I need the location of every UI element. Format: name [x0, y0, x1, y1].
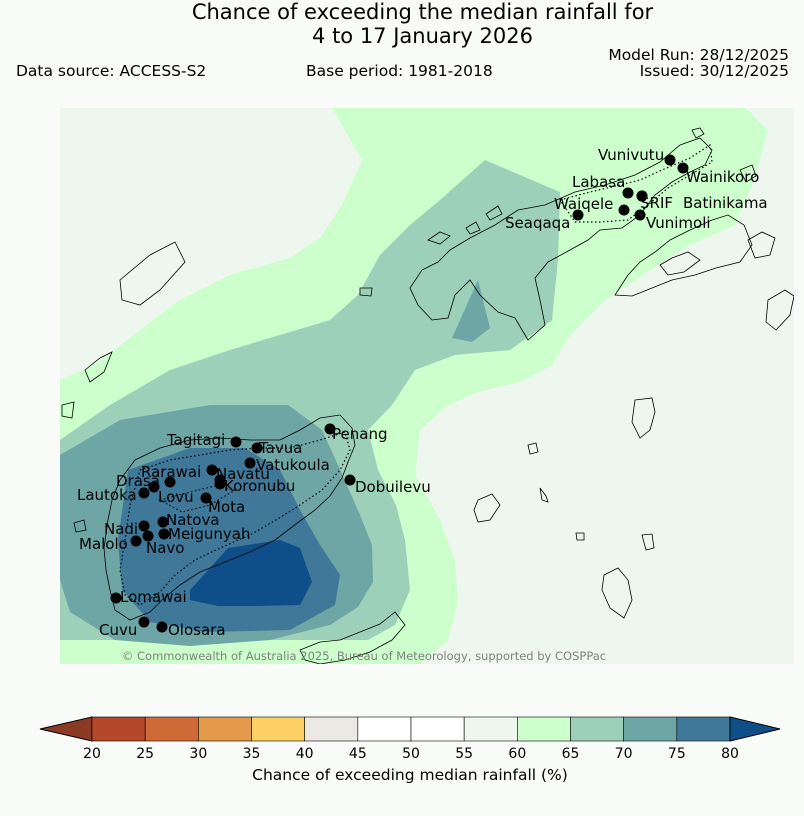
station-marker	[200, 492, 212, 504]
station-marker	[110, 592, 122, 604]
region-over-80	[190, 540, 312, 606]
station-label: Koronubu	[224, 477, 295, 495]
station-marker	[251, 442, 263, 454]
colorbar-under-triangle	[39, 716, 93, 742]
station-markers: Vunivutu Wainikoro Labasa Waiqele SRIF Batini…	[77, 146, 768, 639]
station-marker	[634, 209, 646, 221]
colorbar-tick-label: 35	[243, 746, 261, 762]
station-marker	[164, 476, 176, 488]
station-marker	[618, 204, 630, 216]
station-label: Lomawai	[120, 588, 187, 606]
station-label: Nadi	[104, 520, 138, 538]
station-label: Wainikoro	[686, 168, 759, 186]
station-label: Vatukoula	[256, 456, 330, 474]
colorbar: 20 25 30 35 40 45 50 55 60 65 70 75 80	[39, 716, 781, 762]
colorbar-cell	[91, 716, 146, 742]
colorbar-tick-label: 60	[508, 746, 526, 762]
title-line-2: 4 to 17 January 2026	[312, 24, 533, 48]
station-label: Drasa	[116, 472, 160, 490]
colorbar-tick-label: 30	[189, 746, 207, 762]
issued-label: Issued: 30/12/2025	[639, 62, 789, 80]
station-label: Rarawai	[141, 463, 201, 481]
colorbar-cell	[623, 716, 678, 742]
district-boundaries	[119, 143, 713, 606]
station-marker	[344, 474, 356, 486]
station-marker	[206, 464, 218, 476]
station-label: Penang	[332, 425, 387, 443]
station-marker	[157, 516, 169, 528]
station-marker	[130, 535, 142, 547]
colorbar-tick-label: 25	[136, 746, 154, 762]
station-label: Batinikama	[683, 194, 768, 212]
station-label: Labasa	[572, 173, 625, 191]
station-marker	[230, 436, 242, 448]
base-period-label: Base period: 1981-2018	[306, 62, 493, 80]
station-marker	[158, 528, 170, 540]
station-marker	[156, 621, 168, 633]
station-marker	[138, 487, 150, 499]
colorbar-cell	[463, 716, 518, 742]
map-title: Chance of exceeding the median rainfall …	[0, 0, 804, 48]
station-marker	[148, 481, 160, 493]
station-marker	[138, 520, 150, 532]
data-source-label: Data source: ACCESS-S2	[16, 62, 207, 80]
station-label: Cuvu	[99, 621, 137, 639]
title-line-1: Chance of exceeding the median rainfall …	[191, 0, 654, 24]
colorbar-cells	[91, 716, 731, 742]
model-run-label: Model Run: 28/12/2025	[608, 46, 789, 64]
colorbar-tick-label: 55	[455, 746, 473, 762]
station-marker	[138, 616, 150, 628]
station-marker	[664, 154, 676, 166]
station-label: Waiqele	[554, 195, 613, 213]
station-label: Seaqaqa	[505, 214, 570, 232]
colorbar-cell	[570, 716, 624, 742]
colorbar-cell	[198, 716, 252, 742]
colorbar-cell	[410, 716, 465, 742]
colorbar-tick-label: 45	[349, 746, 367, 762]
colorbar-cell	[676, 716, 731, 742]
station-label: Navo	[146, 539, 184, 557]
station-label: Natova	[166, 511, 220, 529]
station-label: Vunivutu	[598, 146, 664, 164]
station-label: Dobuilevu	[355, 478, 431, 496]
colorbar-cell	[517, 716, 571, 742]
colorbar-label: Chance of exceeding median rainfall (%)	[252, 766, 568, 784]
station-label: Tagitagi	[166, 431, 225, 449]
copyright-text: © Commonwealth of Australia 2025, Bureau…	[122, 649, 606, 663]
colorbar-tick-label: 40	[296, 746, 314, 762]
station-marker	[677, 162, 689, 174]
station-marker	[324, 423, 336, 435]
colorbar-tick-label: 75	[668, 746, 686, 762]
station-label: Olosara	[168, 621, 226, 639]
colorbar-cell	[144, 716, 199, 742]
station-label: Tavua	[258, 439, 302, 457]
station-label: Lovu	[158, 488, 194, 506]
station-label: Malolo	[79, 535, 128, 553]
colorbar-tick-label: 50	[402, 746, 420, 762]
colorbar-tick-label: 20	[83, 746, 101, 762]
colorbar-tick-label: 70	[615, 746, 633, 762]
colorbar-cell	[304, 716, 359, 742]
colorbar-tick-label: 65	[562, 746, 580, 762]
station-marker	[244, 457, 256, 469]
colorbar-ticks: 20 25 30 35 40 45 50 55 60 65 70 75 80	[83, 746, 739, 762]
station-label: Lautoka	[77, 486, 137, 504]
colorbar-tick-label: 80	[721, 746, 739, 762]
station-marker	[622, 187, 634, 199]
coastlines	[61, 127, 794, 664]
station-label: SRIF	[640, 194, 673, 212]
station-marker	[214, 478, 226, 490]
station-marker	[636, 190, 648, 202]
station-label: Mota	[208, 498, 245, 516]
station-label: Meigunyah	[168, 525, 250, 543]
station-marker	[142, 530, 154, 542]
station-marker	[572, 209, 584, 221]
colorbar-cell	[251, 716, 305, 742]
station-label: Navatu	[216, 465, 270, 483]
colorbar-over-triangle	[729, 716, 781, 742]
colorbar-cell	[357, 716, 412, 742]
station-label: Vunimoli	[646, 214, 711, 232]
